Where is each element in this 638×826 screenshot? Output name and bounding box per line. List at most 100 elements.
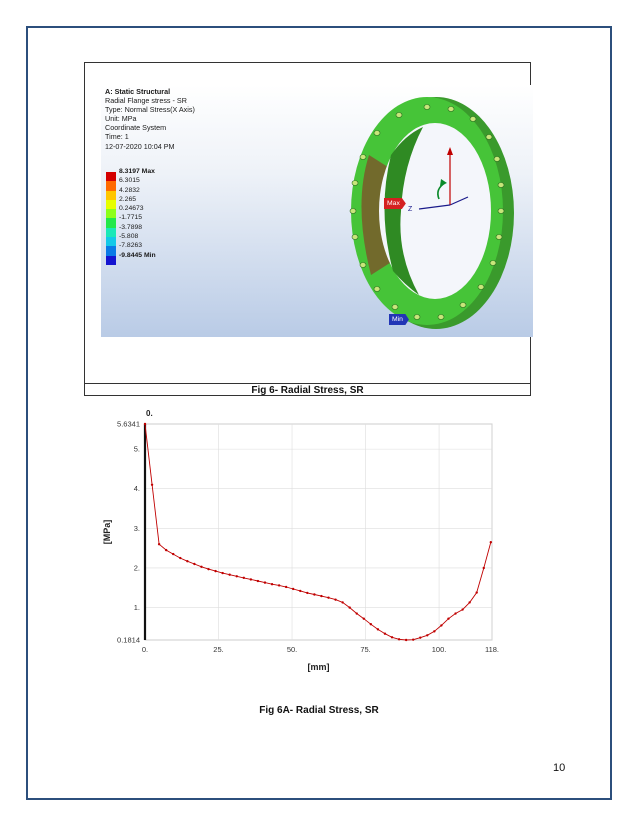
data-point bbox=[235, 575, 238, 578]
data-point bbox=[143, 422, 147, 426]
result-name: Radial Flange stress - SR bbox=[105, 96, 187, 106]
result-time: Time: 1 bbox=[105, 132, 129, 142]
bolt-hole bbox=[359, 154, 367, 160]
legend-value: -7.8263 bbox=[119, 242, 143, 250]
page-number: 10 bbox=[553, 762, 566, 774]
data-point bbox=[200, 565, 203, 568]
y-tick-label: 5. bbox=[134, 445, 140, 454]
data-point bbox=[355, 612, 358, 615]
bolt-hole bbox=[349, 208, 357, 214]
data-point bbox=[313, 593, 316, 596]
data-point bbox=[277, 584, 281, 587]
data-point bbox=[475, 591, 478, 594]
figure-6a-caption: Fig 6A- Radial Stress, SR bbox=[259, 705, 379, 716]
bolt-holes bbox=[349, 104, 505, 320]
data-point bbox=[284, 585, 288, 589]
legend-value: -9.8445 Min bbox=[119, 251, 156, 259]
chart-top-label: 0. bbox=[146, 409, 153, 418]
x-tick-label: 25. bbox=[213, 645, 223, 654]
data-point bbox=[369, 623, 373, 626]
x-tick-label: 100. bbox=[432, 645, 447, 654]
legend-swatch bbox=[106, 172, 116, 182]
x-tick-label: 0. bbox=[142, 645, 148, 654]
legend-value: -5.808 bbox=[119, 233, 139, 241]
data-point bbox=[334, 598, 337, 601]
bolt-hole bbox=[485, 134, 493, 140]
radial-stress-chart: 0. 25. 50. 75. 100. 118. 0.1814 1. 2. 3. 4. 5. 5.634… bbox=[102, 409, 499, 672]
y-tick-label: 4. bbox=[134, 484, 140, 493]
data-point bbox=[411, 638, 415, 641]
data-point bbox=[426, 634, 429, 637]
result-type: Type: Normal Stress(X Axis) bbox=[105, 105, 195, 115]
bolt-hole bbox=[351, 180, 359, 186]
bolt-hole bbox=[359, 262, 367, 268]
data-point bbox=[489, 541, 493, 544]
series-line bbox=[144, 423, 492, 641]
data-point bbox=[207, 567, 210, 571]
bolt-hole bbox=[477, 284, 485, 290]
legend-swatch bbox=[106, 227, 116, 238]
data-point bbox=[362, 617, 365, 620]
bolt-hole bbox=[459, 302, 467, 308]
data-point bbox=[214, 569, 217, 573]
data-point bbox=[306, 591, 309, 595]
bolt-hole bbox=[493, 156, 501, 162]
legend-swatch bbox=[106, 209, 116, 219]
y-axis-arrow bbox=[447, 147, 453, 155]
y-tick-label: 2. bbox=[134, 563, 140, 572]
result-coordinate-system: Coordinate System bbox=[105, 123, 167, 133]
bolt-hole bbox=[373, 286, 381, 292]
min-marker: Min bbox=[389, 314, 409, 325]
x-axis-label: [mm] bbox=[308, 662, 330, 672]
data-point bbox=[221, 571, 224, 575]
data-point bbox=[172, 552, 175, 556]
data-point bbox=[447, 617, 450, 620]
data-point bbox=[164, 548, 168, 552]
data-point bbox=[419, 636, 422, 639]
data-point bbox=[242, 576, 246, 580]
result-unit: Unit: MPa bbox=[105, 114, 137, 124]
analysis-title: A: Static Structural bbox=[105, 87, 171, 96]
figure-6-caption: Fig 6- Radial Stress, SR bbox=[251, 385, 364, 396]
data-point bbox=[292, 587, 295, 591]
figure-6-separator bbox=[85, 383, 530, 384]
data-point bbox=[468, 601, 471, 604]
legend-value: 2.265 bbox=[119, 195, 137, 203]
data-point bbox=[397, 638, 401, 641]
legend-swatch bbox=[106, 246, 116, 256]
bolt-hole bbox=[391, 304, 399, 310]
data-point bbox=[383, 632, 387, 635]
legend-value: -3.7898 bbox=[119, 223, 143, 231]
legend-swatch bbox=[106, 199, 116, 210]
data-point bbox=[186, 560, 189, 563]
data-point bbox=[150, 483, 154, 486]
ansys-result-view: A: Static Structural Radial Flange stres… bbox=[101, 85, 533, 337]
data-point bbox=[249, 578, 253, 581]
data-point bbox=[270, 583, 274, 586]
data-point bbox=[263, 581, 267, 584]
rotation-arrowhead-icon bbox=[440, 179, 447, 186]
max-marker: Max bbox=[384, 198, 406, 209]
data-point bbox=[461, 608, 464, 611]
bolt-hole bbox=[373, 130, 381, 136]
legend-value: 4.2832 bbox=[119, 186, 140, 194]
legend-value: 6.3015 bbox=[119, 177, 140, 185]
y-axis-label: [MPa] bbox=[102, 520, 112, 545]
legend-swatch bbox=[106, 237, 116, 247]
data-point bbox=[440, 624, 443, 627]
bolt-hole bbox=[469, 116, 477, 122]
flange-bore-wall bbox=[384, 127, 423, 295]
plot-area bbox=[144, 423, 493, 641]
legend-swatch bbox=[106, 181, 116, 191]
legend-swatch bbox=[106, 218, 116, 228]
data-point bbox=[256, 579, 260, 583]
bolt-hole bbox=[497, 182, 505, 188]
y-tick-label: 0.1814 bbox=[117, 636, 140, 645]
y-tick-label: 3. bbox=[134, 524, 140, 533]
x-tick-label: 118. bbox=[485, 645, 499, 654]
bolt-hole bbox=[447, 106, 455, 112]
y-tick-label: 5.6341 bbox=[117, 420, 140, 429]
x-axis-line bbox=[449, 196, 469, 206]
data-point bbox=[320, 594, 323, 598]
bolt-hole bbox=[489, 260, 497, 266]
